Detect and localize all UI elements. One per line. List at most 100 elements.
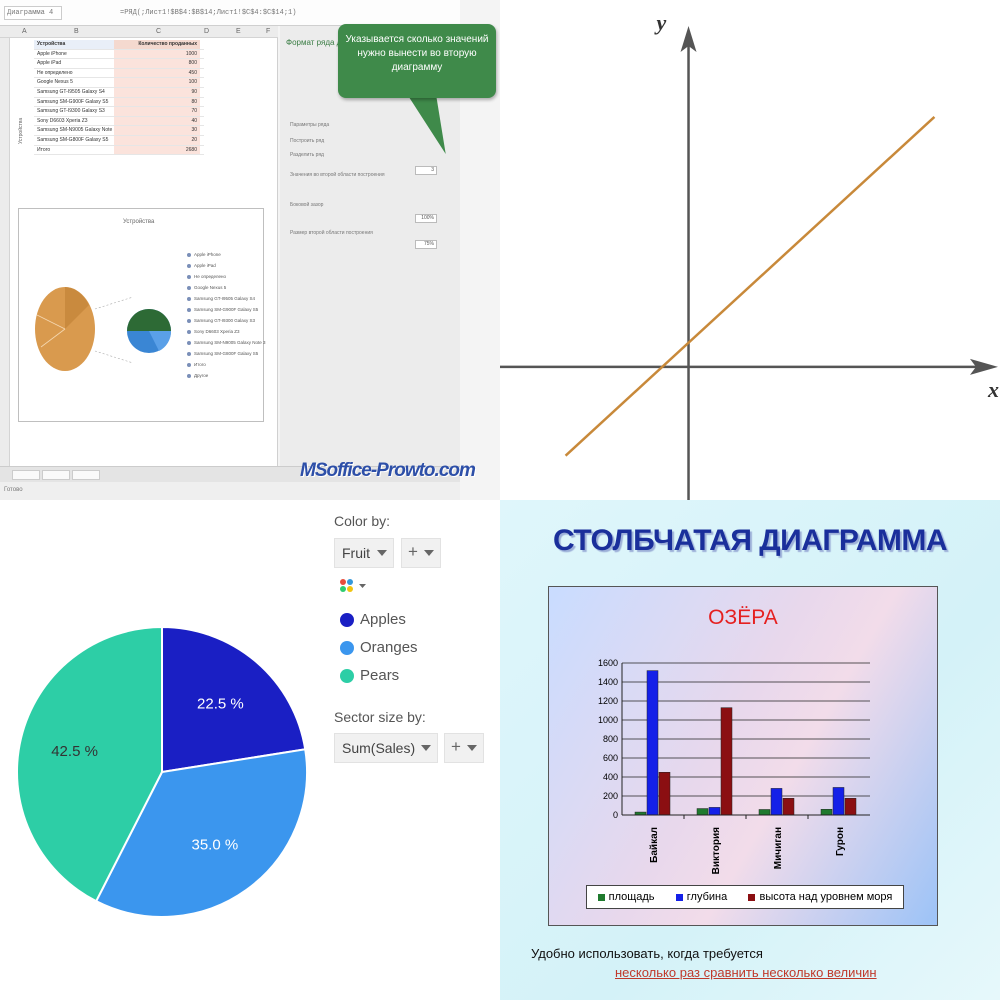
legend-label: Sony D6603 Xperia Z3: [194, 329, 240, 334]
data-table: Устройства Количество проданных Apple iP…: [34, 40, 204, 156]
color-by-select[interactable]: Fruit: [334, 538, 394, 568]
count-cell[interactable]: 20: [114, 135, 200, 145]
legend-label: Samsung GT-I9505 Galaxy S4: [194, 296, 256, 301]
chevron-down-icon: [421, 745, 431, 751]
excel-legend-item: Итого: [187, 359, 266, 370]
legend-label: Samsung SM-G800F Galaxy S5: [194, 351, 259, 356]
count-cell[interactable]: 1000: [114, 49, 200, 59]
pie-slice-label: 35.0 %: [191, 837, 238, 854]
pie-slice-pears[interactable]: [16, 625, 163, 903]
formula-text[interactable]: =РЯД(;Лист1!$B$4:$B$14;Лист1!$C$4:$C$14;…: [120, 9, 297, 17]
legend-item-pears[interactable]: Pears: [340, 667, 399, 684]
device-cell[interactable]: Samsung SM-G900F Galaxy S5: [37, 98, 109, 105]
pie-chart: 22.5 % 35.0 % 42.5 %: [16, 625, 308, 918]
pane-option-label: Разделить ряд: [290, 152, 324, 158]
count-cell[interactable]: 100: [114, 78, 200, 87]
device-cell[interactable]: Apple iPad: [37, 60, 62, 67]
pie-slice-apples[interactable]: [161, 625, 307, 774]
count-cell[interactable]: 70: [114, 107, 200, 116]
column-header[interactable]: B: [74, 28, 79, 35]
site-watermark: MSoffice-Prowto.com: [300, 460, 476, 481]
column-header[interactable]: F: [266, 28, 271, 35]
count-cell[interactable]: 2680: [114, 145, 200, 155]
device-cell[interactable]: Samsung SM-N9005 Galaxy Note 3: [37, 127, 114, 134]
column-header[interactable]: D: [204, 28, 210, 35]
count-cell[interactable]: 450: [114, 68, 200, 78]
color-by-value: Fruit: [342, 545, 370, 561]
palette-icon[interactable]: [337, 576, 367, 596]
values-count-input[interactable]: 3: [415, 166, 437, 175]
legend-label: Samsung SM-G900F Galaxy S5: [194, 307, 259, 312]
excel-legend-item: Samsung SM-G900F Galaxy S5: [187, 304, 266, 315]
legend-item: высота над уровнем моря: [748, 891, 892, 903]
slide-caption: Удобно использовать, когда требуется: [531, 946, 763, 961]
worksheet[interactable]: A B C D E F Устройства Устройства Количе…: [0, 26, 278, 466]
pane-option-label[interactable]: Параметры ряда: [290, 122, 330, 128]
column-header[interactable]: E: [236, 28, 241, 35]
device-cell[interactable]: Samsung GT-I9300 Galaxy S3: [37, 108, 105, 115]
excel-legend-item: Sony D6603 Xperia Z3: [187, 326, 266, 337]
legend-swatch: [675, 893, 683, 901]
sheet-tab[interactable]: [72, 470, 100, 480]
pane-option-label: Построить ряд: [290, 138, 325, 144]
count-cell[interactable]: 90: [114, 87, 200, 97]
header-cell[interactable]: Количество проданных: [114, 40, 200, 49]
bar-chart-legend: площадь глубина высота над уровнем моря: [586, 885, 904, 909]
chevron-down-icon: [377, 550, 387, 556]
device-cell[interactable]: Samsung SM-G800F Galaxy S5: [37, 136, 109, 143]
name-box[interactable]: Диаграмма 4: [4, 6, 62, 20]
excel-chart[interactable]: Устройства Apple iPhone Apple iPad Не опре…: [18, 208, 266, 422]
gap-width-input[interactable]: 100%: [415, 214, 437, 223]
device-cell[interactable]: Итого: [37, 146, 51, 153]
device-cell[interactable]: Apple iPhone: [37, 50, 67, 57]
legend-marker: [187, 318, 191, 323]
second-plot-size-input[interactable]: 75%: [415, 240, 437, 249]
sheet-tab[interactable]: [12, 470, 40, 480]
count-cell[interactable]: 40: [114, 116, 200, 126]
pie-slice-label: 42.5 %: [51, 743, 98, 760]
pie-slice-oranges[interactable]: [94, 748, 308, 918]
device-cell[interactable]: Samsung GT-I9505 Galaxy S4: [37, 88, 105, 95]
legend-marker: [340, 640, 354, 655]
legend-item-apples[interactable]: Apples: [340, 611, 406, 628]
device-cell[interactable]: Sony D6603 Xperia Z3: [37, 117, 88, 124]
table-row: Samsung SM-N9005 Galaxy Note 3 30: [34, 126, 204, 136]
count-cell[interactable]: 30: [114, 126, 200, 135]
excel-legend-item: Samsung SM-N9005 Galaxy Note 3: [187, 337, 266, 348]
excel-legend-item: Samsung GT-I9300 Galaxy S3: [187, 315, 266, 326]
excel-screenshot: Диаграмма 4 =РЯД(;Лист1!$B$4:$B$14;Лист1…: [0, 0, 500, 500]
column-header[interactable]: C: [156, 28, 162, 35]
pane-option-label: Значения во второй области построения: [290, 172, 385, 178]
header-cell[interactable]: Устройства: [34, 40, 114, 49]
pane-option-label: Размер второй области построения: [290, 230, 373, 236]
count-cell[interactable]: 80: [114, 97, 200, 107]
plus-icon: +: [408, 542, 418, 561]
add-size-field-button[interactable]: +: [444, 733, 484, 763]
count-cell[interactable]: 800: [114, 59, 200, 68]
legend-item-oranges[interactable]: Oranges: [340, 639, 418, 656]
legend-marker: [340, 612, 354, 627]
table-row: Не определено 450: [34, 68, 204, 79]
legend-marker: [340, 668, 354, 683]
x-axis-label: x: [987, 377, 999, 402]
add-color-field-button[interactable]: +: [401, 538, 441, 568]
column-header[interactable]: A: [22, 28, 27, 35]
y-axis-arrow: [680, 26, 697, 52]
legend-item: глубина: [675, 891, 727, 903]
device-cell[interactable]: Google Nexus 5: [37, 79, 73, 86]
table-row: Samsung GT-I9505 Galaxy S4 90: [34, 87, 204, 98]
bar-chart-frame: [548, 586, 938, 926]
legend-label: Oranges: [360, 639, 418, 656]
chevron-down-icon: [467, 745, 477, 751]
legend-marker: [187, 307, 191, 312]
sheet-tab[interactable]: [42, 470, 70, 480]
side-label: Устройства: [18, 117, 24, 144]
excel-legend-item: Samsung SM-G800F Galaxy S5: [187, 348, 266, 359]
excel-chart-title: Устройства: [123, 219, 155, 225]
excel-legend-item: Apple iPad: [187, 260, 266, 271]
legend-marker: [187, 351, 191, 356]
device-cell[interactable]: Не определено: [37, 69, 73, 76]
slide-caption-link[interactable]: несколько раз сравнить несколько величин: [615, 965, 877, 980]
legend-label: Итого: [194, 362, 206, 367]
sector-size-select[interactable]: Sum(Sales): [334, 733, 438, 763]
